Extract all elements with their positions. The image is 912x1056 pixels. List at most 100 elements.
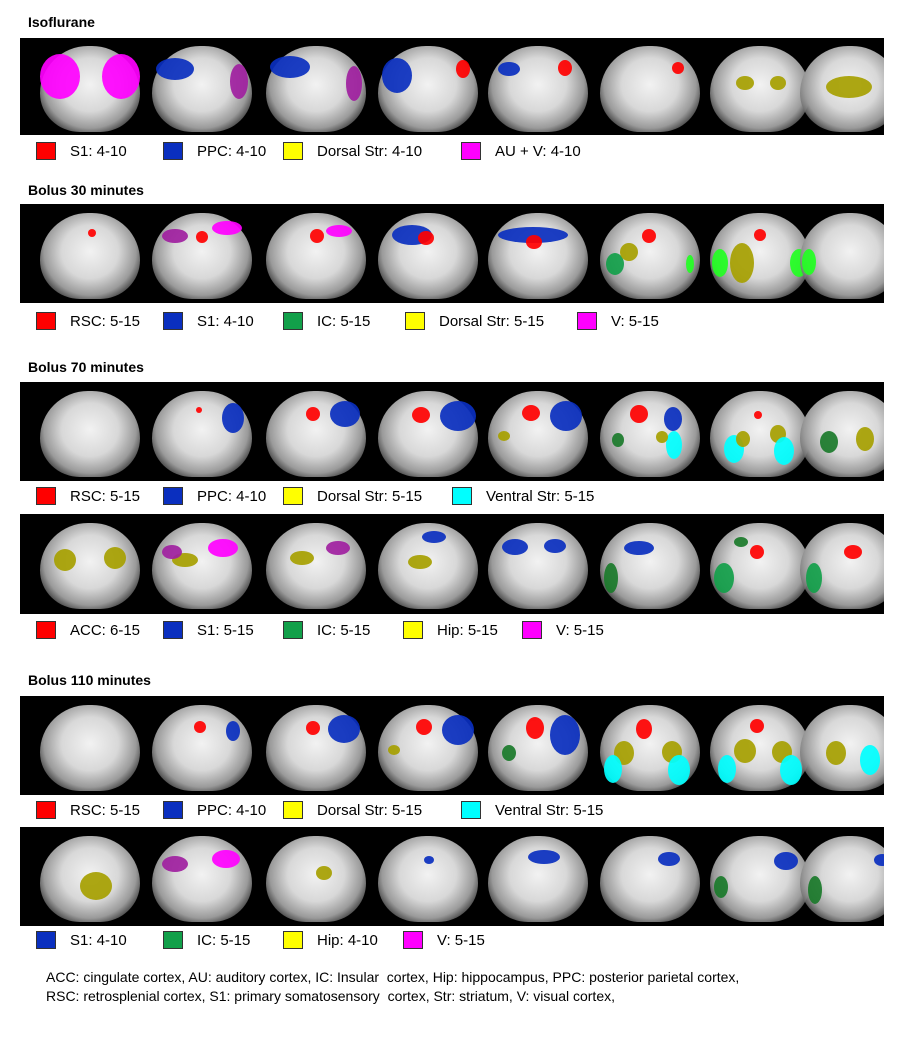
brain-slice xyxy=(266,836,366,922)
legend-swatch xyxy=(163,931,183,949)
mri-slice-panel xyxy=(20,204,884,303)
activation-region xyxy=(736,431,750,447)
activation-region xyxy=(754,229,766,241)
brain-slice xyxy=(378,836,478,922)
activation-region xyxy=(422,531,446,543)
activation-region xyxy=(754,411,762,419)
section-title: Bolus 70 minutes xyxy=(28,359,144,375)
legend-item: Dorsal Str: 5-15 xyxy=(405,312,544,330)
activation-region xyxy=(874,854,884,866)
activation-region xyxy=(408,555,432,569)
activation-region xyxy=(774,437,794,465)
legend-swatch xyxy=(461,142,481,160)
activation-region xyxy=(424,856,434,864)
legend-item: V: 5-15 xyxy=(522,621,604,639)
activation-region xyxy=(456,60,470,78)
legend-swatch xyxy=(405,312,425,330)
legend-swatch xyxy=(403,931,423,949)
legend-swatch xyxy=(283,312,303,330)
legend-label: V: 5-15 xyxy=(437,931,485,949)
brain-slice xyxy=(488,836,588,922)
activation-region xyxy=(714,563,734,593)
brain-slice xyxy=(710,213,810,299)
legend-swatch xyxy=(403,621,423,639)
brain-slice xyxy=(800,46,884,132)
activation-region xyxy=(54,549,76,571)
legend: RSC: 5-15 PPC: 4-10 Dorsal Str: 5-15 Ventra… xyxy=(0,801,912,821)
legend-item: Dorsal Str: 4-10 xyxy=(283,142,422,160)
activation-region xyxy=(156,58,194,80)
activation-region xyxy=(290,551,314,565)
brain-slice xyxy=(710,46,810,132)
legend-item: Hip: 5-15 xyxy=(403,621,498,639)
activation-region xyxy=(310,229,324,243)
mri-slice-panel xyxy=(20,514,884,614)
activation-region xyxy=(624,541,654,555)
brain-slice xyxy=(710,391,810,477)
legend-swatch xyxy=(163,312,183,330)
legend-swatch xyxy=(283,801,303,819)
legend-item: Ventral Str: 5-15 xyxy=(452,487,594,505)
activation-region xyxy=(718,755,736,783)
legend-item: Dorsal Str: 5-15 xyxy=(283,487,422,505)
activation-region xyxy=(418,231,434,245)
legend-label: Hip: 4-10 xyxy=(317,931,378,949)
legend-swatch xyxy=(36,801,56,819)
activation-region xyxy=(686,255,694,273)
legend-label: IC: 5-15 xyxy=(317,621,371,639)
brain-slice xyxy=(266,705,366,791)
legend-label: AU + V: 4-10 xyxy=(495,142,581,160)
legend-swatch xyxy=(283,487,303,505)
legend-label: S1: 4-10 xyxy=(70,142,127,160)
brain-slice xyxy=(378,46,478,132)
mri-slice-panel xyxy=(20,382,884,481)
activation-region xyxy=(328,715,360,743)
activation-region xyxy=(498,431,510,441)
activation-region xyxy=(750,545,764,559)
activation-region xyxy=(656,431,668,443)
activation-region xyxy=(162,229,188,243)
activation-region xyxy=(80,872,112,900)
activation-region xyxy=(780,755,802,785)
activation-region xyxy=(306,407,320,421)
mri-slice-panel xyxy=(20,38,884,135)
activation-region xyxy=(730,243,754,283)
activation-region xyxy=(664,407,682,431)
activation-region xyxy=(636,719,652,739)
activation-region xyxy=(440,401,476,431)
brain-slice xyxy=(266,523,366,609)
activation-region xyxy=(326,541,350,555)
section-title: Bolus 110 minutes xyxy=(28,672,151,688)
brain-slice xyxy=(40,523,140,609)
activation-region xyxy=(714,876,728,898)
activation-region xyxy=(162,545,182,559)
brain-slice xyxy=(600,705,700,791)
activation-region xyxy=(774,852,798,870)
activation-region xyxy=(502,539,528,555)
legend-swatch xyxy=(522,621,542,639)
legend-item: PPC: 4-10 xyxy=(163,142,266,160)
brain-slice xyxy=(266,46,366,132)
activation-region xyxy=(844,545,862,559)
activation-region xyxy=(346,66,362,101)
brain-slice xyxy=(40,836,140,922)
brain-slice xyxy=(378,213,478,299)
brain-slice xyxy=(40,705,140,791)
activation-region xyxy=(316,866,332,880)
legend-item: ACC: 6-15 xyxy=(36,621,140,639)
activation-region xyxy=(528,850,560,864)
activation-region xyxy=(544,539,566,553)
activation-region xyxy=(306,721,320,735)
brain-slice xyxy=(488,391,588,477)
activation-region xyxy=(194,721,206,733)
activation-region xyxy=(330,401,360,427)
brain-slice xyxy=(600,523,700,609)
activation-region xyxy=(196,407,202,413)
activation-region xyxy=(412,407,430,423)
legend-swatch xyxy=(577,312,597,330)
legend-label: RSC: 5-15 xyxy=(70,312,141,330)
legend-label: IC: 5-15 xyxy=(317,312,371,330)
activation-region xyxy=(620,243,638,261)
brain-slice xyxy=(710,836,810,922)
brain-slice xyxy=(800,836,884,922)
